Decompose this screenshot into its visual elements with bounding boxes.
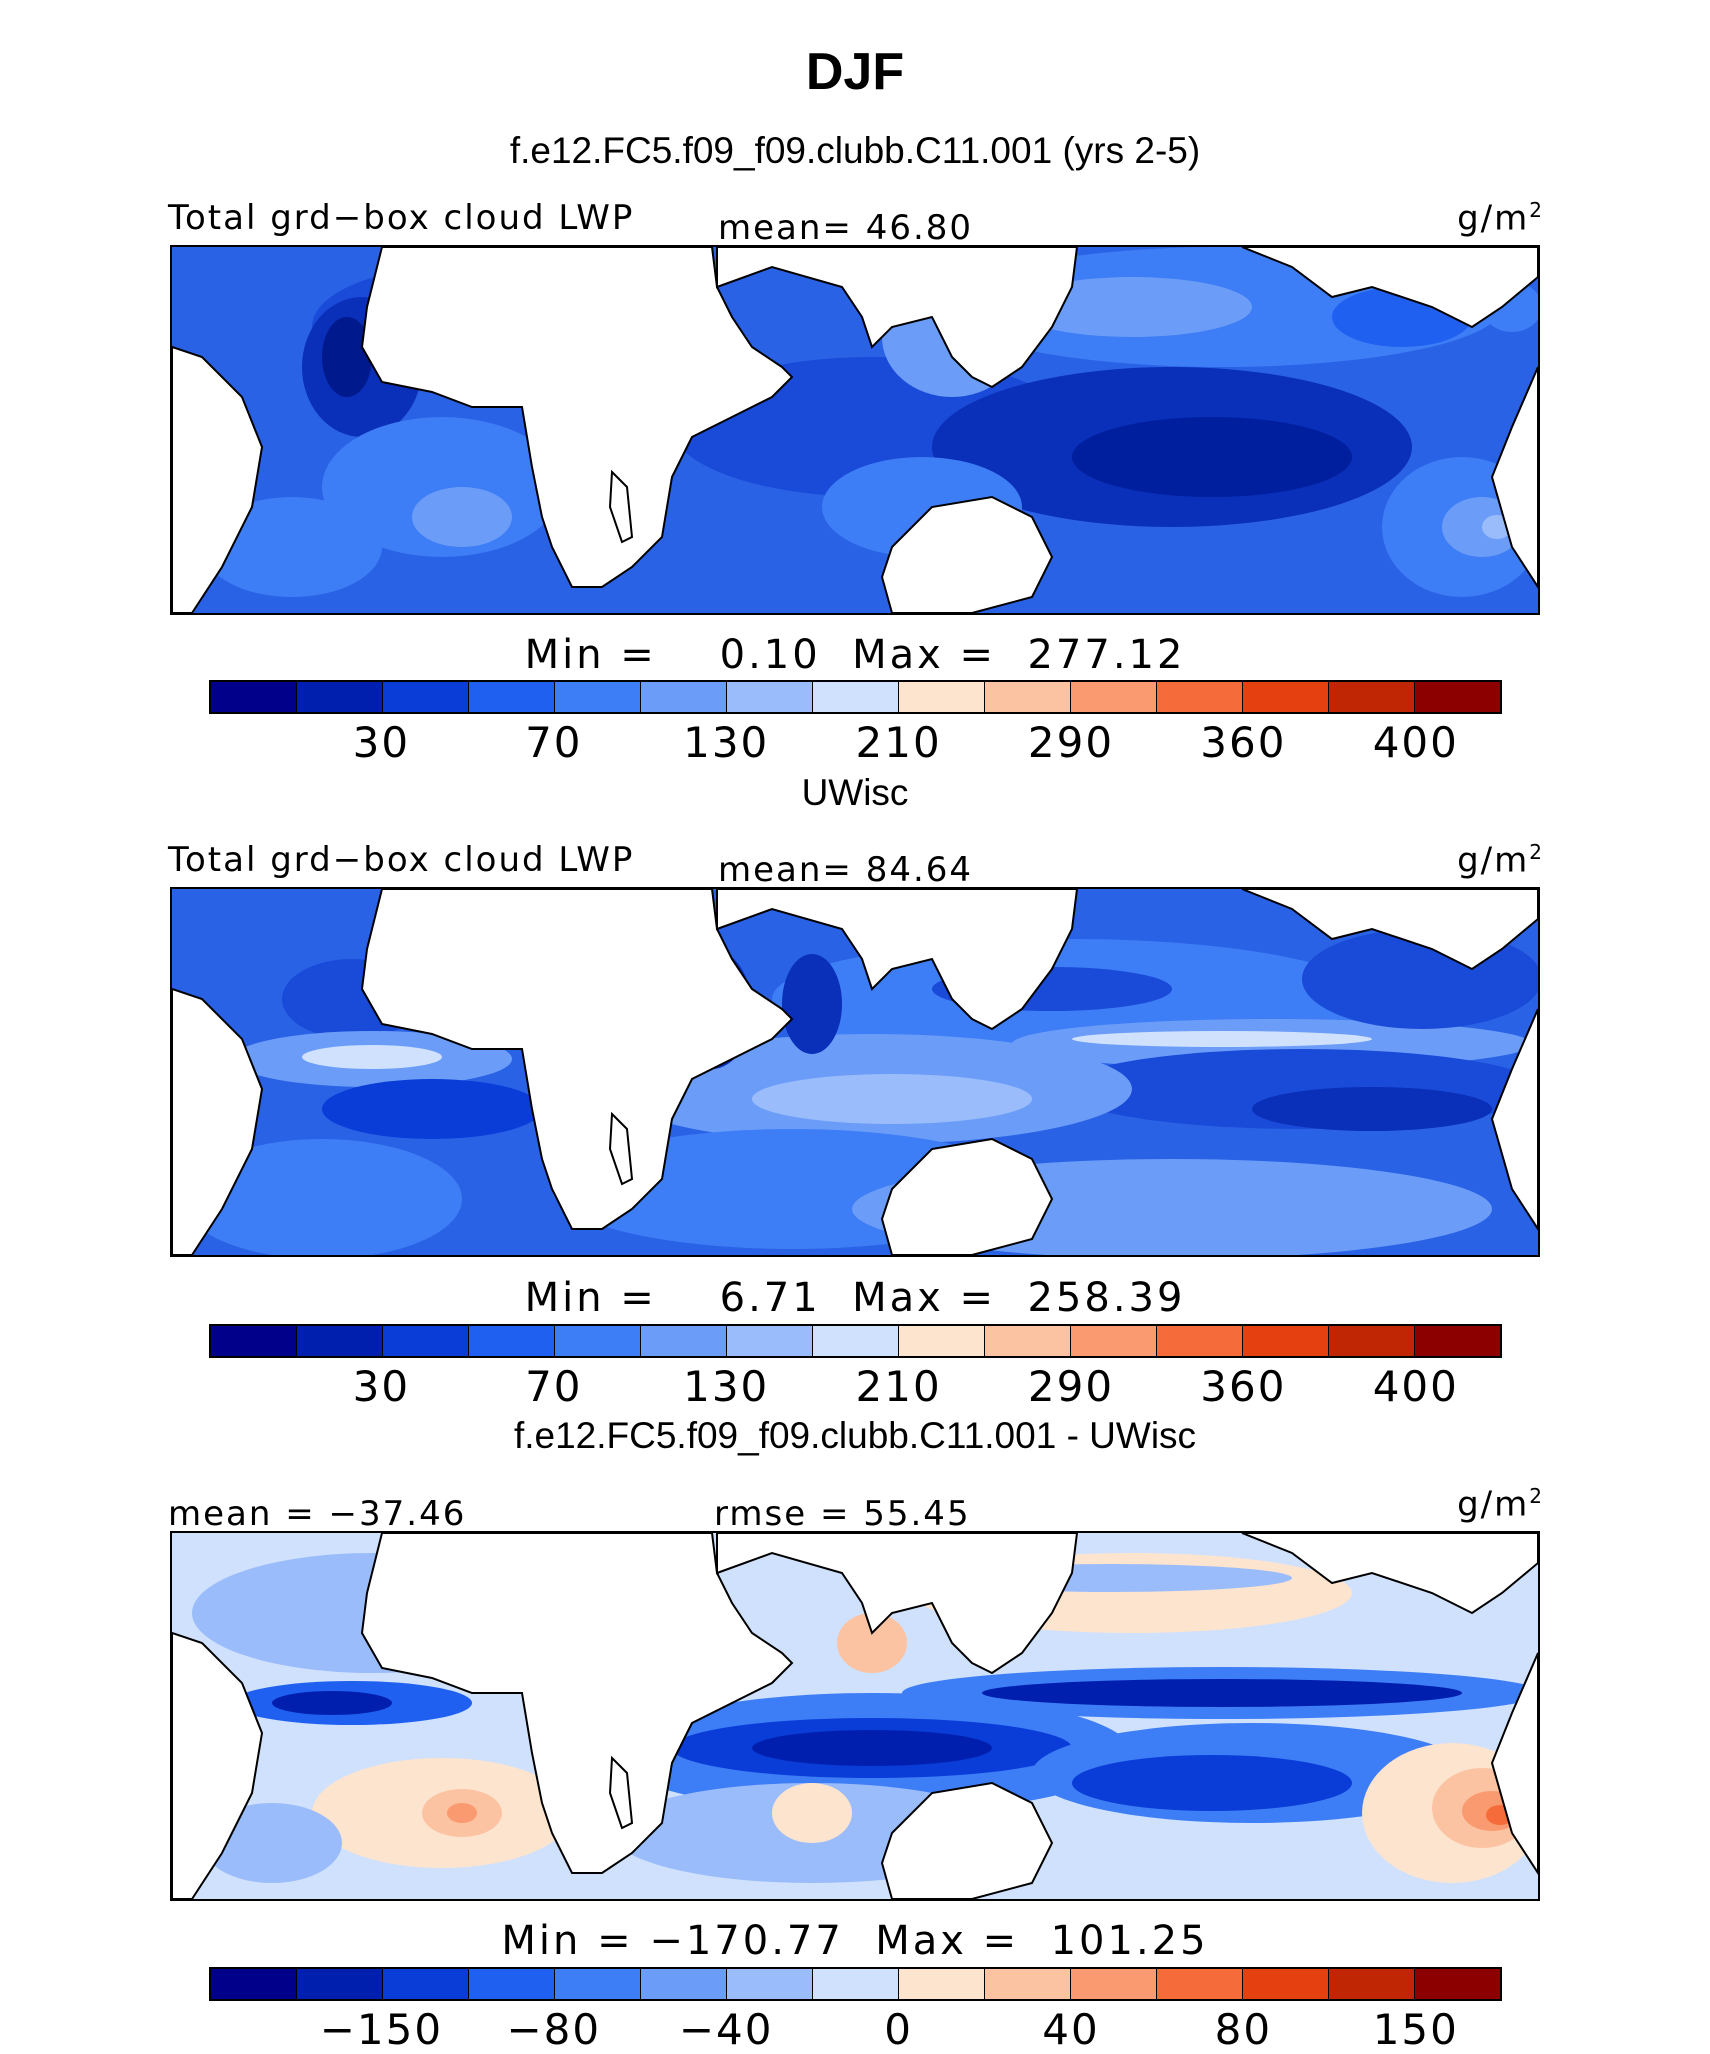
panel-1-map — [170, 245, 1540, 615]
panel-3-colorbar-swatch — [813, 1969, 899, 1999]
panel-3-colorbar-tick-label: 40 — [1042, 2005, 1100, 2054]
panel-3-map — [170, 1531, 1540, 1901]
panel-3-colorbar-swatch — [383, 1969, 469, 1999]
panel-1-colorbar-swatch — [383, 682, 469, 712]
panel-2-colorbar-swatch — [211, 1326, 297, 1356]
panel-2-map — [170, 887, 1540, 1257]
figure-title: DJF — [805, 43, 905, 101]
panel-3-colorbar-tick-label: −40 — [678, 2005, 774, 2054]
panel-3-colorbar-swatch — [297, 1969, 383, 1999]
panel-2-colorbar-swatch — [1157, 1326, 1243, 1356]
panel-2-title: UWisc — [801, 772, 909, 813]
panel-2-units: g/m2 — [1457, 840, 1542, 881]
panel-2-colorbar-tick-label: 400 — [1372, 1362, 1459, 1411]
panel-1-colorbar-swatch — [1157, 682, 1243, 712]
panel-2-mean-label: mean= 84.64 — [718, 850, 974, 890]
panel-2-colorbar — [209, 1324, 1502, 1358]
panel-3-colorbar-tick-label: 150 — [1372, 2005, 1459, 2054]
panel-2-colorbar-swatch — [469, 1326, 555, 1356]
panel-1-minmax: Min = 0.10 Max = 277.12 — [524, 632, 1186, 678]
panel-1-colorbar-swatch — [555, 682, 641, 712]
panel-2-colorbar-swatch — [641, 1326, 727, 1356]
panel-2-colorbar-swatch — [1415, 1326, 1500, 1356]
panel-3-colorbar-tick-label: 80 — [1214, 2005, 1273, 2054]
panel-3-colorbar-swatch — [641, 1969, 727, 1999]
panel-2-colorbar-tick-label: 290 — [1027, 1362, 1115, 1411]
panel-2-variable-label: Total grd−box cloud LWP — [168, 840, 635, 880]
panel-1-colorbar-swatch — [297, 682, 383, 712]
panel-3-minmax: Min = −170.77 Max = 101.25 — [501, 1918, 1209, 1964]
panel-3-colorbar-tick-label: 0 — [884, 2005, 913, 2054]
panel-3-colorbar-swatch — [1329, 1969, 1415, 1999]
panel-1-colorbar-swatch — [1329, 682, 1415, 712]
panel-2-colorbar-swatch — [1071, 1326, 1157, 1356]
panel-1-colorbar-tick-label: 210 — [855, 718, 942, 767]
panel-2-colorbar-swatch — [297, 1326, 383, 1356]
panel-1-colorbar-swatch — [469, 682, 555, 712]
panel-2-colorbar-swatch — [899, 1326, 985, 1356]
panel-1-colorbar-swatch — [211, 682, 297, 712]
panel-3-title: f.e12.FC5.f09_f09.clubb.C11.001 - UWisc — [513, 1415, 1197, 1456]
panel-2-colorbar-swatch — [383, 1326, 469, 1356]
panel-3-colorbar-swatch — [1157, 1969, 1243, 1999]
panel-3-colorbar — [209, 1967, 1502, 2001]
panel-2-colorbar-tick-label: 30 — [352, 1362, 411, 1411]
panel-2-colorbar-swatch — [1243, 1326, 1329, 1356]
panel-3-colorbar-swatch — [211, 1969, 297, 1999]
panel-3-units: g/m2 — [1457, 1484, 1542, 1525]
panel-2-colorbar-swatch — [985, 1326, 1071, 1356]
panel-3-colorbar-swatch — [985, 1969, 1071, 1999]
panel-3-mean-label: mean = −37.46 — [168, 1494, 467, 1534]
panel-3-colorbar-swatch — [899, 1969, 985, 1999]
panel-1-colorbar-tick-label: 290 — [1027, 718, 1115, 767]
panel-1-colorbar-swatch — [727, 682, 813, 712]
panel-3-colorbar-swatch — [727, 1969, 813, 1999]
panel-2-colorbar-swatch — [813, 1326, 899, 1356]
panel-3-colorbar-swatch — [469, 1969, 555, 1999]
panel-2-colorbar-tick-label: 360 — [1200, 1362, 1287, 1411]
panel-2-colorbar-swatch — [1329, 1326, 1415, 1356]
panel-1-colorbar-swatch — [985, 682, 1071, 712]
panel-1-mean-label: mean= 46.80 — [718, 208, 974, 248]
panel-1-colorbar-tick-label: 360 — [1200, 718, 1287, 767]
panel-1-colorbar-swatch — [1071, 682, 1157, 712]
panel-2-colorbar-tick-label: 130 — [683, 1362, 770, 1411]
panel-1-colorbar-swatch — [1243, 682, 1329, 712]
panel-1-variable-label: Total grd−box cloud LWP — [168, 198, 635, 238]
panel-1-title: f.e12.FC5.f09_f09.clubb.C11.001 (yrs 2-5… — [509, 130, 1201, 171]
panel-3-colorbar-swatch — [1243, 1969, 1329, 1999]
panel-3-colorbar-swatch — [555, 1969, 641, 1999]
panel-3-colorbar-tick-label: −150 — [319, 2005, 444, 2054]
panel-1-colorbar-swatch — [813, 682, 899, 712]
panel-2-colorbar-swatch — [555, 1326, 641, 1356]
panel-1-colorbar — [209, 680, 1502, 714]
panel-1-colorbar-swatch — [1415, 682, 1500, 712]
panel-2-minmax: Min = 6.71 Max = 258.39 — [524, 1275, 1186, 1321]
panel-1-colorbar-tick-label: 30 — [352, 718, 411, 767]
panel-2-colorbar-tick-label: 210 — [855, 1362, 942, 1411]
panel-2-colorbar-swatch — [727, 1326, 813, 1356]
panel-2-colorbar-tick-label: 70 — [525, 1362, 583, 1411]
panel-1-colorbar-tick-label: 130 — [683, 718, 770, 767]
panel-3-colorbar-swatch — [1415, 1969, 1500, 1999]
panel-1-colorbar-swatch — [899, 682, 985, 712]
panel-1-colorbar-tick-label: 400 — [1372, 718, 1459, 767]
panel-1-colorbar-swatch — [641, 682, 727, 712]
panel-3-colorbar-tick-label: −80 — [506, 2005, 602, 2054]
panel-3-colorbar-swatch — [1071, 1969, 1157, 1999]
panel-1-colorbar-tick-label: 70 — [525, 718, 583, 767]
panel-1-units: g/m2 — [1457, 198, 1542, 239]
panel-3-rmse-label: rmse = 55.45 — [714, 1494, 971, 1534]
